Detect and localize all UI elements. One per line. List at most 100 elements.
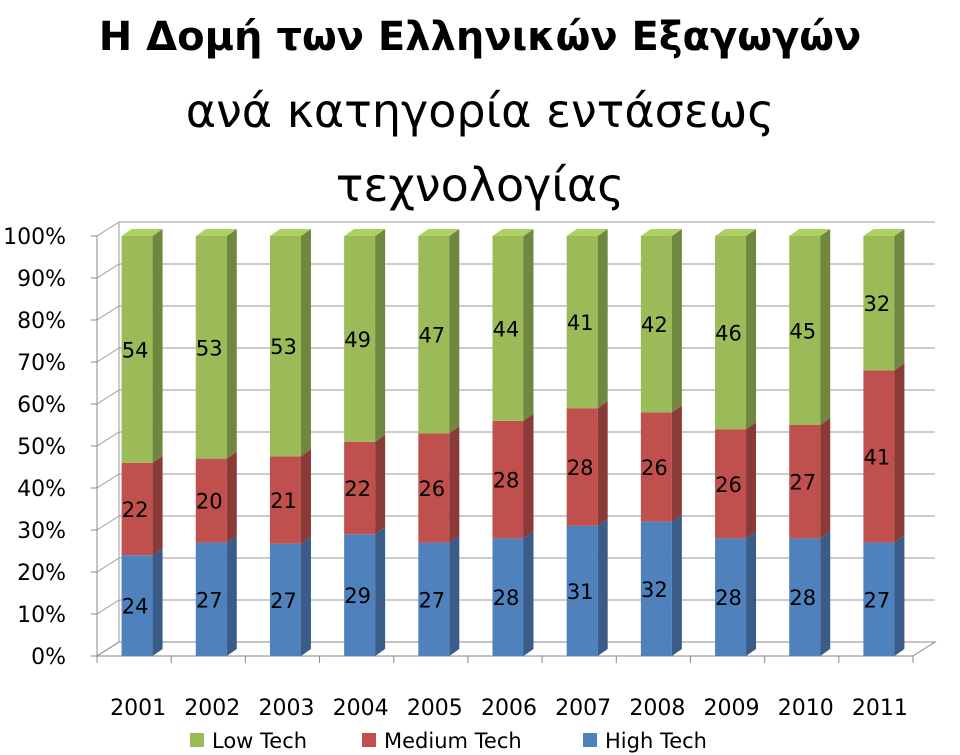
x-tick-label: 2011 (852, 696, 908, 721)
bar-medium-tech-2008 (640, 412, 672, 522)
data-label-medium-tech-2011: 41 (864, 446, 891, 470)
bar-side-high-tech-2006 (523, 531, 534, 656)
bar-high-tech-2003 (269, 543, 301, 656)
bar-side-medium-tech-2010 (820, 418, 831, 539)
data-label-medium-tech-2010: 27 (789, 471, 816, 495)
bar-side-medium-tech-2009 (746, 422, 757, 539)
x-tick-label: 2007 (555, 696, 611, 721)
data-labels: 24 22 54 27 20 53 27 21 53 29 22 49 27 26 47 28 28 44 31 28… (122, 292, 891, 618)
gridline-side (96, 431, 120, 447)
bar-high-tech-2006 (492, 538, 524, 656)
gridline-side (96, 473, 120, 489)
bar-top-low-tech-2007 (566, 229, 608, 236)
bar-top-low-tech-2003 (269, 229, 311, 236)
bar-top-low-tech-2006 (492, 229, 534, 236)
data-label-high-tech-2009: 28 (715, 586, 742, 610)
data-label-medium-tech-2008: 26 (641, 456, 668, 480)
bar-side-low-tech-2010 (820, 229, 831, 425)
y-tick-label: 90% (17, 267, 66, 292)
y-tick-label: 30% (17, 519, 66, 544)
x-tick-label: 2001 (110, 696, 166, 721)
legend-label-medium-tech: Medium Tech (384, 729, 522, 753)
bar-side-medium-tech-2003 (300, 449, 311, 544)
gridline-side (96, 347, 120, 363)
bar-side-medium-tech-2008 (671, 405, 682, 522)
bar-side-low-tech-2001 (152, 229, 163, 463)
bar-high-tech-2001 (121, 555, 153, 656)
y-tick-label: 0% (31, 645, 66, 670)
legend-swatch-medium-tech (362, 733, 376, 747)
bar-low-tech-2004 (344, 236, 376, 442)
data-label-low-tech-2003: 53 (270, 335, 297, 359)
bar-top-low-tech-2008 (640, 229, 682, 236)
data-label-high-tech-2006: 28 (493, 586, 520, 610)
bar-side-medium-tech-2006 (523, 413, 534, 539)
bar-side-low-tech-2003 (300, 229, 311, 457)
x-tick-label: 2006 (481, 696, 537, 721)
data-label-medium-tech-2005: 26 (418, 477, 445, 501)
bar-medium-tech-2007 (566, 408, 598, 526)
legend-swatch-high-tech (583, 733, 597, 747)
x-tick-label: 2005 (407, 696, 463, 721)
bar-medium-tech-2001 (121, 462, 153, 556)
y-tick-label: 40% (17, 477, 66, 502)
bar-high-tech-2004 (344, 534, 376, 656)
data-label-low-tech-2007: 41 (567, 311, 594, 335)
bar-side-medium-tech-2005 (449, 426, 460, 543)
data-label-medium-tech-2002: 20 (196, 490, 223, 514)
data-label-high-tech-2004: 29 (344, 584, 371, 608)
bar-low-tech-2010 (789, 236, 821, 425)
gridline-side (96, 263, 120, 279)
y-tick-label: 100% (3, 225, 66, 250)
y-tick-label: 50% (17, 435, 66, 460)
legend-swatch-low-tech (190, 733, 204, 747)
data-label-medium-tech-2007: 28 (567, 456, 594, 480)
bar-side-medium-tech-2002 (226, 451, 237, 543)
bar-medium-tech-2009 (715, 429, 747, 539)
data-label-high-tech-2005: 27 (418, 588, 445, 612)
data-label-low-tech-2008: 42 (641, 313, 668, 337)
bar-low-tech-2001 (121, 236, 153, 463)
y-tick-label: 20% (17, 561, 66, 586)
data-label-low-tech-2005: 47 (418, 324, 445, 348)
bar-side-high-tech-2003 (300, 536, 311, 656)
chart-title-line-2: ανά κατηγορία εντάσεως (185, 84, 775, 138)
bar-side-low-tech-2011 (894, 229, 905, 371)
bar-side-high-tech-2011 (894, 535, 905, 656)
gridline-side (96, 389, 120, 405)
legend: Low Tech Medium Tech High Tech (190, 729, 707, 753)
bar-side-high-tech-2002 (226, 535, 237, 656)
bar-high-tech-2007 (566, 525, 598, 656)
data-label-medium-tech-2004: 22 (344, 477, 371, 501)
bar-top-low-tech-2004 (344, 229, 386, 236)
bar-medium-tech-2003 (269, 456, 301, 544)
gridline-side (96, 599, 120, 615)
data-label-high-tech-2003: 27 (270, 589, 297, 613)
bar-high-tech-2002 (195, 542, 227, 656)
x-tick-label: 2004 (333, 696, 389, 721)
y-tick-label: 80% (17, 309, 66, 334)
bar-low-tech-2011 (863, 236, 895, 371)
legend-label-high-tech: High Tech (605, 729, 707, 753)
gridline-side (96, 221, 120, 237)
data-label-high-tech-2008: 32 (641, 578, 668, 602)
bar-low-tech-2007 (566, 236, 598, 409)
bar-high-tech-2009 (715, 538, 747, 656)
bar-side-high-tech-2010 (820, 531, 831, 656)
y-tick-label: 60% (17, 393, 66, 418)
x-tick-label: 2008 (629, 696, 685, 721)
bar-top-low-tech-2009 (715, 229, 757, 236)
data-label-low-tech-2006: 44 (493, 317, 520, 341)
bar-side-medium-tech-2007 (597, 401, 608, 526)
chart-title-line-3: τεχνολογίας (335, 158, 625, 212)
data-label-low-tech-2011: 32 (864, 292, 891, 316)
bar-side-low-tech-2006 (523, 229, 534, 421)
data-label-high-tech-2011: 27 (864, 588, 891, 612)
data-label-low-tech-2002: 53 (196, 336, 223, 360)
bar-low-tech-2009 (715, 236, 747, 430)
x-tick-label: 2003 (258, 696, 314, 721)
bar-side-high-tech-2001 (152, 548, 163, 656)
data-label-low-tech-2010: 45 (789, 320, 816, 344)
legend-label-low-tech: Low Tech (212, 729, 307, 753)
